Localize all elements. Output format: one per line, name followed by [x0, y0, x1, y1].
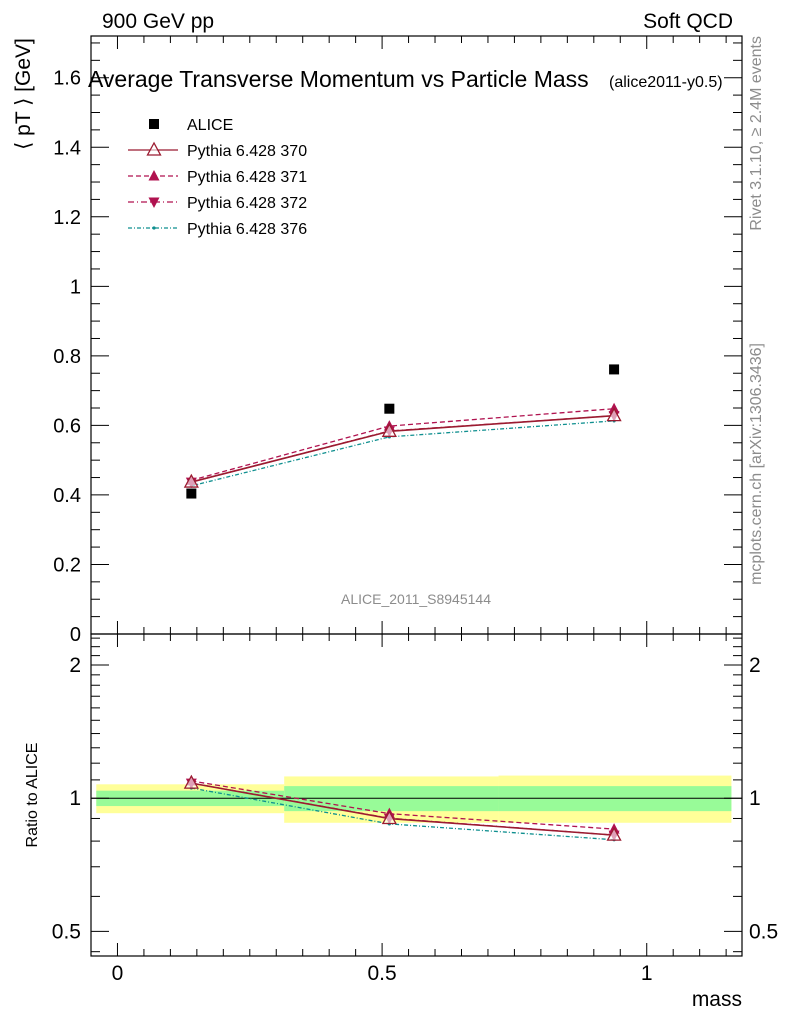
legend-label-0: Pythia 6.428 370	[187, 143, 307, 160]
x-tick-label: 0	[112, 962, 124, 985]
legend-label-2: Pythia 6.428 372	[187, 195, 307, 212]
legend-marker-alice	[149, 119, 159, 129]
markers	[183, 364, 622, 842]
rivet-label: Rivet 3.1.10, ≥ 2.4M events	[748, 36, 765, 231]
mcplots-label: mcplots.cern.ch [arXiv:1306.3436]	[748, 343, 765, 585]
y-tick-label-ratio-right: 2	[749, 654, 761, 677]
ratio-plot-frame	[90, 633, 743, 957]
legend: ALICE Pythia 6.428 370 Pythia 6.428 371 Pyt…	[128, 117, 307, 238]
legend-marker-3	[152, 226, 156, 230]
series-0-ratio-point-0	[183, 774, 199, 789]
chart-subtitle: (alice2011-y0.5)	[609, 74, 723, 91]
axis-ticks	[90, 36, 742, 956]
legend-marker-2	[148, 197, 160, 208]
y-tick-label-main: 0.8	[53, 346, 81, 368]
analysis-watermark: ALICE_2011_S8945144	[341, 591, 491, 607]
series-0-point-1	[381, 422, 397, 437]
series-0-point-2	[606, 407, 622, 422]
y-tick-label-main: 1.4	[53, 137, 81, 159]
legend-label-1: Pythia 6.428 371	[187, 169, 307, 186]
alice-point-0	[186, 488, 197, 499]
header-left-label: 900 GeV pp	[102, 10, 214, 33]
y-tick-label-main: 1.6	[53, 68, 81, 90]
tick-labels: 0 0.5 1 0 0.2 0.4 0.6 0.8 1 1.2 1.4 1.6 0.5 0.5 1 1 2 2	[52, 68, 778, 985]
y-tick-label-main: 0.4	[53, 485, 81, 507]
x-axis-label: mass	[692, 988, 742, 1011]
chart-title: Average Transverse Momentum vs Particle …	[88, 66, 589, 92]
series-0-ratio-point-1	[381, 810, 397, 825]
y-tick-label-ratio: 1	[69, 787, 81, 810]
y-tick-label-ratio: 2	[69, 654, 81, 677]
y-tick-label-main: 1.2	[53, 207, 81, 229]
y-tick-label-ratio-right: 1	[749, 787, 761, 810]
x-tick-label: 1	[641, 962, 653, 985]
y-tick-label-ratio: 0.5	[52, 920, 81, 943]
y-tick-label-main: 0.6	[53, 415, 81, 437]
y-tick-label-main: 0	[70, 624, 81, 646]
x-tick-label: 0.5	[367, 962, 396, 985]
series-0-point-0	[183, 473, 199, 488]
series-line-main-1	[191, 408, 615, 481]
y-axis-label-ratio: Ratio to ALICE	[24, 743, 41, 848]
series-line-main-3	[191, 420, 615, 487]
y-axis-label-main: ⟨ pT ⟩ [GeV]	[12, 38, 35, 150]
legend-label-alice: ALICE	[187, 117, 233, 134]
header-right-label: Soft QCD	[643, 10, 733, 33]
y-tick-label-main: 0.2	[53, 554, 81, 576]
series-0-ratio-point-2	[606, 826, 622, 841]
alice-point-2	[609, 364, 620, 375]
legend-marker-0	[146, 141, 162, 156]
alice-point-1	[384, 403, 395, 414]
y-tick-label-ratio-right: 0.5	[749, 920, 778, 943]
y-tick-label-main: 1	[70, 276, 81, 298]
mc-lines	[191, 408, 615, 841]
legend-label-3: Pythia 6.428 376	[187, 221, 307, 238]
legend-marker-1	[148, 170, 160, 181]
uncertainty-bands	[91, 775, 742, 823]
